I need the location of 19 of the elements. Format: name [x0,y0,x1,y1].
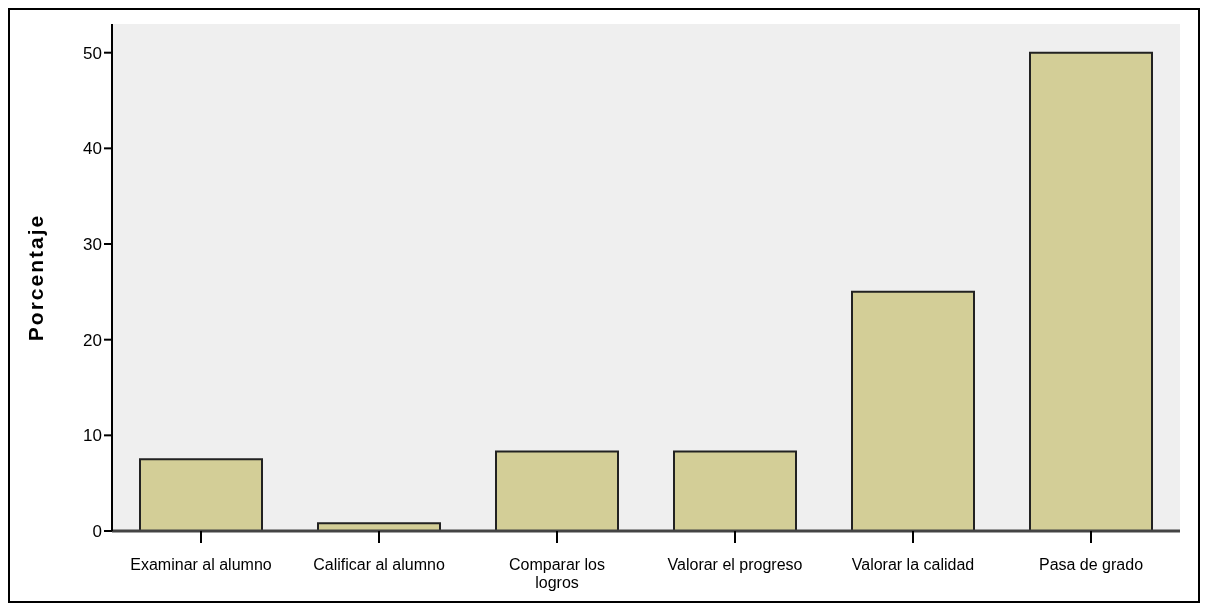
bar [139,458,263,531]
bar [851,290,975,531]
x-tick-label: Comparar los logros [508,556,606,592]
x-tick-label: Examinar al alumno [130,556,272,574]
x-tick-label: Pasa de grado [1038,556,1144,574]
x-tick-label: Calificar al alumno [313,556,445,574]
x-tick-label: Valorar el progreso [667,556,803,574]
y-tick-label: 10 [83,426,102,446]
y-tick-label: 30 [83,235,102,255]
bar [673,450,797,531]
bar [317,522,441,531]
x-tick-label: Valorar la calidad [851,556,975,574]
bar [495,450,619,531]
y-tick-label: 50 [83,43,102,63]
y-tick-label: 0 [92,522,102,542]
y-tick-label: 20 [83,330,102,350]
y-tick-label: 40 [83,139,102,159]
y-axis-title: Porcentaje [24,213,48,342]
bar [1029,51,1153,531]
